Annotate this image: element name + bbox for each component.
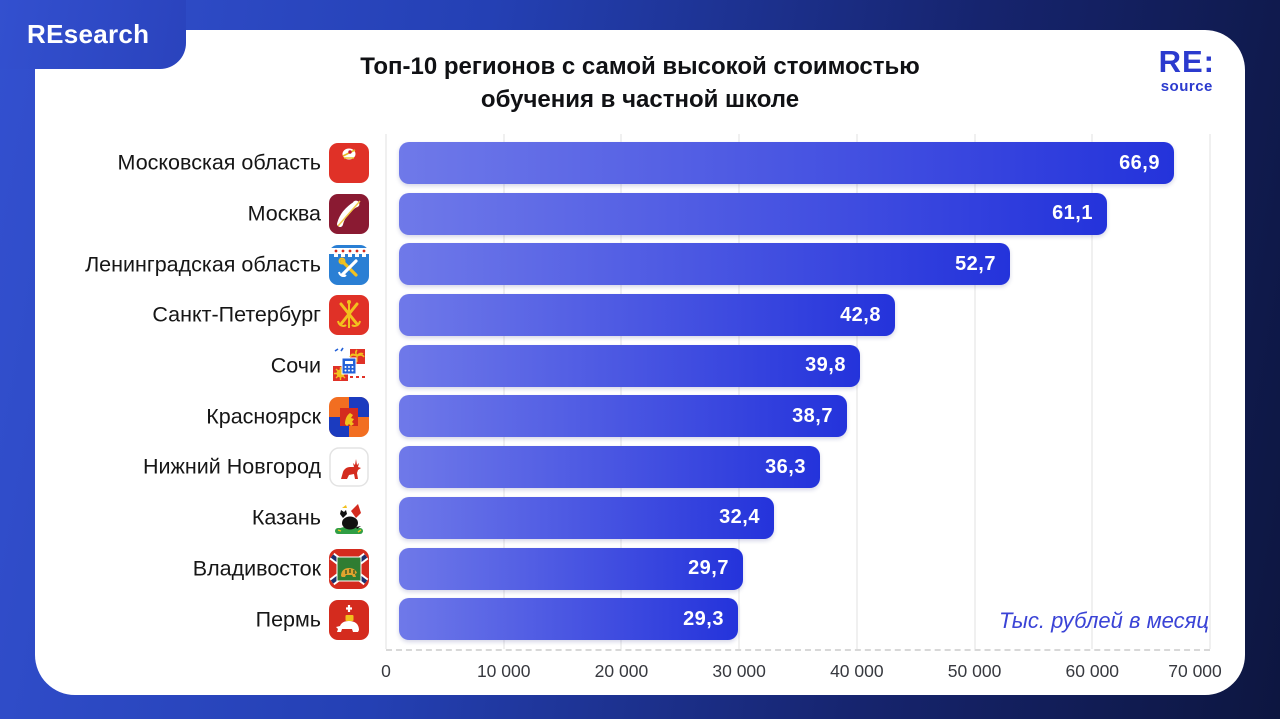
region-row: Санкт-Петербург 42,8 [35, 290, 1245, 341]
region-label: Пермь [255, 607, 321, 632]
value-bar: 38,7 [399, 395, 847, 438]
region-row: Московская область 66,9 [35, 138, 1245, 189]
value-bar: 52,7 [399, 243, 1010, 286]
value-bar: 39,8 [399, 344, 860, 387]
value-bar: 61,1 [399, 192, 1107, 235]
sochi-crest-icon [329, 346, 369, 386]
region-row: Сочи 39,8 [35, 341, 1245, 392]
bar-value-label: 29,7 [688, 557, 729, 579]
kazan-crest-icon [329, 498, 369, 538]
region-label: Владивосток [192, 556, 321, 581]
region-row: Москва 61,1 [35, 189, 1245, 240]
region-row: Пермь 29,3 [35, 594, 1245, 645]
region-row: Владивосток 29,7 [35, 544, 1245, 595]
leningrad-oblast-crest-icon [329, 244, 369, 285]
region-label: Санкт-Петербург [152, 302, 321, 327]
region-label: Казань [251, 505, 321, 530]
x-tick-label: 70 000 [1168, 661, 1222, 681]
gridline [502, 134, 505, 649]
region-row: Казань 32,4 [35, 493, 1245, 544]
vladivostok-crest-icon [329, 548, 369, 589]
bar-value-label: 32,4 [719, 506, 760, 529]
gridline [1209, 134, 1211, 649]
chart-title-line1: Топ-10 регионов с самой высокой стоимост… [360, 53, 920, 80]
bar-value-label: 52,7 [955, 252, 996, 275]
chart-card: RE: source Топ-10 регионов с самой высок… [35, 30, 1245, 695]
nizhny-novgorod-crest-icon [329, 447, 369, 488]
chart-title-line2: обучения в частной школе [480, 86, 800, 114]
moscow-crest-icon [329, 194, 369, 235]
value-bar: 66,9 [399, 142, 1174, 184]
bar-value-label: 61,1 [1052, 202, 1093, 225]
value-bar: 32,4 [399, 496, 774, 539]
region-label: Нижний Новгород [142, 454, 321, 479]
bar-value-label: 42,8 [840, 303, 881, 326]
saint-petersburg-crest-icon [329, 295, 369, 336]
x-axis-line [386, 649, 1210, 651]
resource-logo-main: RE: [1158, 44, 1215, 79]
x-axis: 0 10 000 20 000 30 000 40 000 50 000 60 000 70 … [381, 661, 1222, 687]
region-label: Красноярск [206, 404, 321, 429]
x-tick-label: 60 000 [1065, 661, 1120, 681]
gridline [738, 134, 741, 649]
region-row: Красноярск 38,7 [35, 391, 1245, 442]
x-tick-label: 40 000 [830, 661, 884, 681]
region-row: Ленинградская область 52,7 [35, 239, 1245, 290]
brand-tab: REsearch [0, 0, 186, 69]
bar-rows: Московская область 66,9 Москва 61,1 Ленингра… [35, 138, 1245, 645]
perm-crest-icon [329, 599, 369, 640]
value-bar: 36,3 [399, 446, 820, 489]
unit-note: Тыс. рублей в месяц [999, 608, 1209, 633]
bar-value-label: 39,8 [805, 354, 846, 377]
x-tick-label: 50 000 [947, 661, 1002, 681]
moscow-oblast-crest-icon [329, 143, 369, 184]
gridline [620, 134, 623, 649]
x-tick-label: 10 000 [476, 661, 531, 681]
region-label: Москва [247, 201, 321, 226]
region-label: Московская область [117, 150, 321, 175]
chart-title: Топ-10 регионов с самой высокой стоимост… [35, 50, 1245, 116]
gridline [855, 134, 858, 649]
krasnoyarsk-crest-icon [329, 396, 369, 437]
value-bar: 42,8 [399, 294, 895, 337]
x-tick-label: 0 [381, 661, 391, 681]
region-row: Нижний Новгород 36,3 [35, 442, 1245, 493]
bar-value-label: 29,3 [683, 607, 724, 630]
bar-value-label: 38,7 [792, 404, 833, 427]
gridline [385, 134, 387, 649]
value-bar: 29,7 [399, 547, 743, 590]
bar-value-label: 36,3 [765, 455, 806, 478]
gridline [1091, 134, 1094, 649]
value-bar: 29,3 [399, 598, 738, 641]
resource-logo: RE: source [1159, 46, 1215, 95]
x-tick-label: 30 000 [712, 661, 766, 681]
bar-value-label: 66,9 [1119, 151, 1160, 174]
gridline [973, 134, 976, 649]
resource-logo-sub: source [1160, 78, 1213, 95]
region-label: Ленинградская область [85, 252, 321, 277]
brand-tab-label: REsearch [27, 19, 150, 49]
x-tick-label: 20 000 [594, 661, 649, 681]
region-label: Сочи [270, 353, 321, 378]
plot-gridlines [385, 134, 1211, 649]
